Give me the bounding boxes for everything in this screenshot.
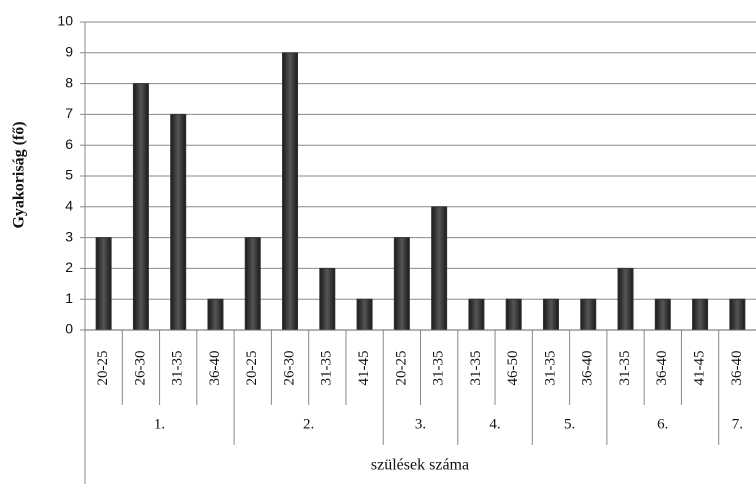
group-label: 6.: [657, 416, 668, 432]
x-tick-label: 31-35: [319, 351, 335, 386]
bar: [654, 298, 671, 331]
y-tick-label: 6: [65, 136, 73, 152]
group-label: 5.: [564, 416, 575, 432]
group-label: 4.: [489, 416, 500, 432]
y-tick-label: 4: [65, 198, 73, 214]
x-tick-label: 31-35: [431, 351, 447, 386]
x-tick-label: 31-35: [170, 351, 186, 386]
y-tick-label: 1: [65, 290, 73, 306]
y-tick-label: 0: [65, 321, 73, 337]
bar: [244, 237, 261, 331]
x-tick-label: 36-40: [654, 351, 670, 386]
x-tick-label: 20-25: [244, 351, 260, 386]
y-axis-title: Gyakoriság (fő): [11, 121, 28, 228]
bar: [542, 298, 559, 331]
bar: [207, 298, 224, 331]
x-tick-label: 26-30: [132, 351, 148, 386]
bar: [95, 237, 112, 331]
bar: [468, 298, 485, 331]
y-tick-label: 2: [65, 259, 73, 275]
group-label: 7.: [732, 416, 743, 432]
y-tick-label: 9: [65, 44, 73, 60]
group-label: 1.: [154, 416, 165, 432]
x-tick-label: 31-35: [468, 351, 484, 386]
x-tick-label: 31-35: [617, 351, 633, 386]
x-tick-label: 36-40: [207, 351, 223, 386]
bar: [692, 298, 709, 331]
bar: [580, 298, 597, 331]
x-tick-label: 41-45: [356, 351, 372, 386]
x-axis-title: szülések száma: [371, 457, 469, 474]
bar: [617, 267, 634, 331]
x-tick-label: 41-45: [692, 351, 708, 386]
y-tick-label: 5: [65, 167, 73, 183]
x-tick-label: 36-40: [580, 351, 596, 386]
bar: [505, 298, 522, 331]
x-tick-label: 20-25: [393, 351, 409, 386]
x-tick-label: 26-30: [281, 351, 297, 386]
x-tick-label: 20-25: [95, 351, 111, 386]
x-tick-label: 31-35: [542, 351, 558, 386]
group-label: 3.: [415, 416, 426, 432]
bar: [393, 237, 410, 331]
group-label: 2.: [303, 416, 314, 432]
bar: [132, 83, 149, 331]
bar: [170, 113, 187, 331]
bar: [319, 267, 336, 331]
bar: [356, 298, 373, 331]
y-tick-label: 3: [65, 228, 73, 244]
y-tick-label: 8: [65, 74, 73, 90]
bar: [431, 206, 448, 331]
bar: [282, 52, 299, 331]
bar: [729, 298, 746, 331]
x-tick-label: 46-50: [505, 351, 521, 386]
x-tick-label: 36-40: [729, 351, 745, 386]
y-tick-label: 10: [57, 13, 73, 29]
y-tick-label: 7: [65, 105, 73, 121]
